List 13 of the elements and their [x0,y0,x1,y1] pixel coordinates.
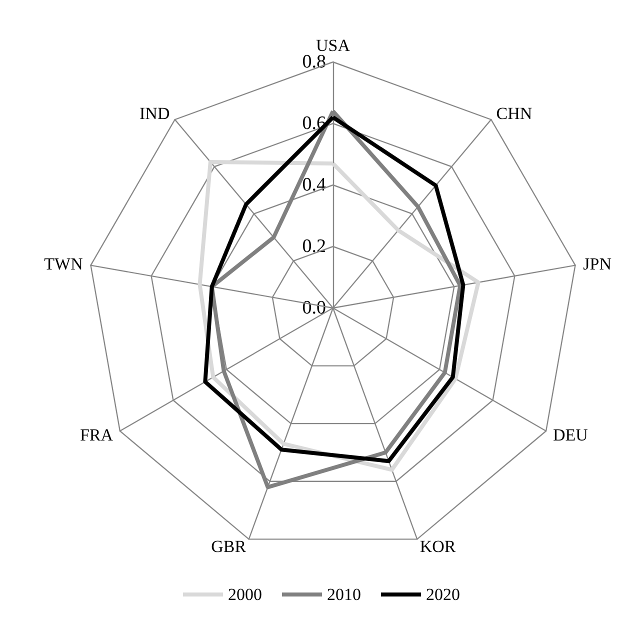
spoke-label: JPN [583,254,612,274]
legend-label: 2010 [327,585,361,604]
spoke-label: KOR [420,537,456,556]
spoke-label: DEU [552,426,588,444]
spoke-label: TWN [44,254,83,274]
spoke-label: GBR [211,537,247,556]
spoke-label: IND [140,104,170,123]
spoke-label: FRA [80,426,114,444]
legend-label: 2020 [426,585,460,604]
spoke-label: CHN [496,104,532,123]
y-tick-label: 0.4 [302,174,326,196]
legend-label: 2000 [228,585,262,604]
y-tick-label: 0.2 [302,236,326,257]
